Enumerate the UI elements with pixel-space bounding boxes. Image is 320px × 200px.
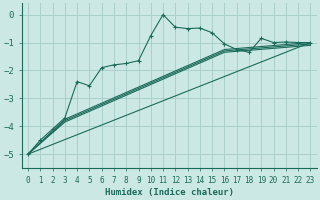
X-axis label: Humidex (Indice chaleur): Humidex (Indice chaleur)	[105, 188, 234, 197]
